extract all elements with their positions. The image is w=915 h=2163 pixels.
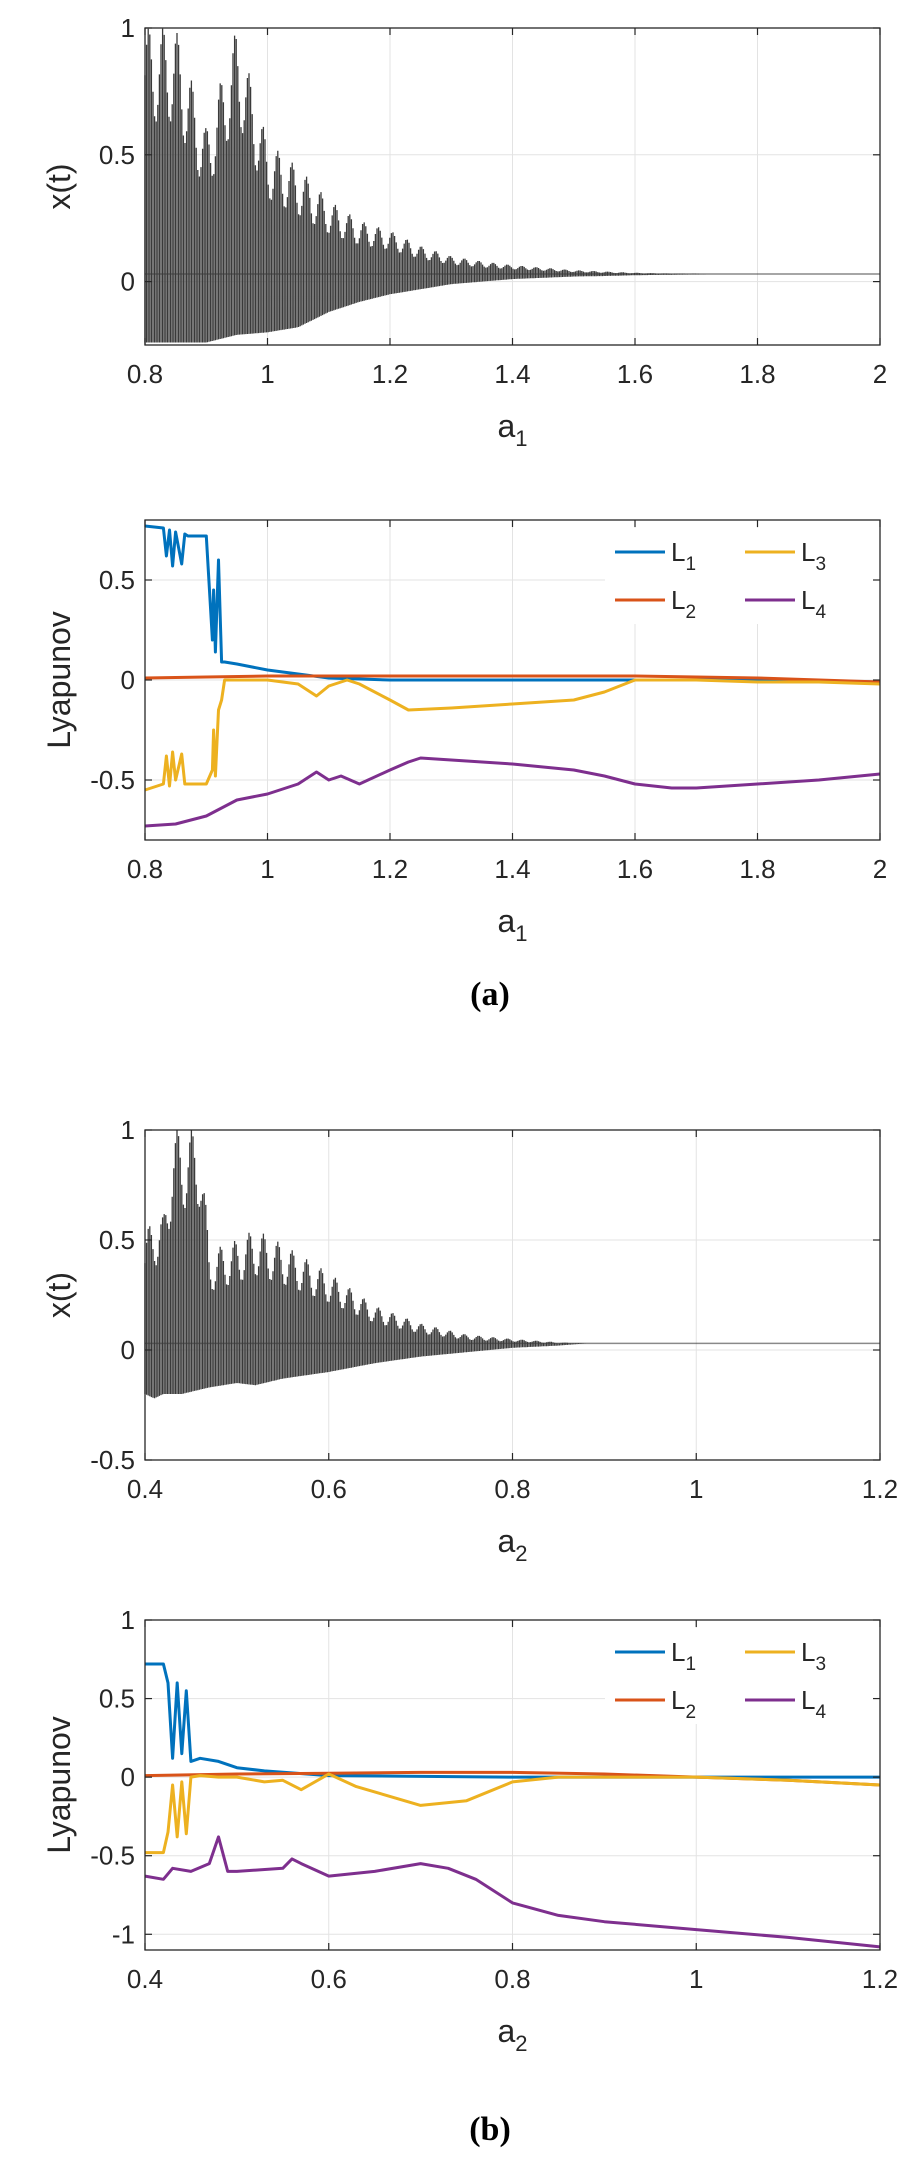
x-axis-label: a2 bbox=[497, 1523, 527, 1566]
legend-name: L bbox=[801, 537, 815, 567]
y-axis-label: Lyapunov bbox=[41, 1716, 77, 1854]
x-axis-label: a1 bbox=[497, 903, 527, 946]
x-tick-label: 1.6 bbox=[617, 359, 653, 389]
y-tick-label: -0.5 bbox=[90, 1445, 135, 1475]
legend-box bbox=[605, 528, 873, 624]
x-axis-label-sub: 2 bbox=[515, 1541, 527, 1566]
x-tick-label: 2 bbox=[873, 359, 887, 389]
x-axis-label: a2 bbox=[497, 2013, 527, 2056]
legend-name: L bbox=[801, 1685, 815, 1715]
y-tick-label: 0.5 bbox=[99, 140, 135, 170]
x-axis-label-sub: 1 bbox=[515, 426, 527, 451]
caption-a: (a) bbox=[470, 976, 510, 1013]
series-line-L2 bbox=[144, 674, 881, 684]
x-tick-label: 0.6 bbox=[311, 1964, 347, 1994]
y-tick-label: 1 bbox=[121, 1605, 135, 1635]
x-tick-label: 1.8 bbox=[739, 854, 775, 884]
y-tick-label: -1 bbox=[112, 1919, 135, 1949]
legend-label-L2: L2 bbox=[671, 585, 696, 623]
x-tick-label: 0.8 bbox=[127, 854, 163, 884]
series-line-L3 bbox=[144, 678, 881, 792]
y-axis-label: x(t) bbox=[41, 1272, 77, 1318]
x-tick-label: 0.4 bbox=[127, 1964, 163, 1994]
x-axis-label-main: a bbox=[497, 408, 515, 444]
x-axis-label-sub: 2 bbox=[515, 2031, 527, 2056]
legend-label-L4: L4 bbox=[801, 585, 826, 623]
x-axis-label-main: a bbox=[497, 1523, 515, 1559]
legend-label-L1: L1 bbox=[671, 537, 696, 575]
legend-box bbox=[605, 1628, 873, 1724]
y-tick-label: -0.5 bbox=[90, 765, 135, 795]
x-axis-label-sub: 1 bbox=[515, 921, 527, 946]
y-tick-label: 0 bbox=[121, 267, 135, 297]
plot-b-timeseries: 0.4 0.6 0.8 1 1.2 1 0.5 0 -0.5 a2 x(t) bbox=[41, 1115, 898, 1566]
x-tick-label: 1.8 bbox=[739, 359, 775, 389]
x-tick-label: 2 bbox=[873, 854, 887, 884]
legend-sub: 4 bbox=[815, 1702, 826, 1723]
x-tick-label: 0.8 bbox=[494, 1474, 530, 1504]
y-tick-label: -0.5 bbox=[90, 1841, 135, 1871]
y-tick-label: 1 bbox=[121, 13, 135, 43]
legend-label-L1: L1 bbox=[671, 1637, 696, 1675]
legend-label-L4: L4 bbox=[801, 1685, 826, 1723]
y-axis-label: Lyapunov bbox=[41, 611, 77, 749]
x-tick-label: 1.6 bbox=[617, 854, 653, 884]
legend-sub: 3 bbox=[815, 1654, 826, 1675]
x-tick-label: 1.2 bbox=[372, 854, 408, 884]
legend-sub: 2 bbox=[685, 602, 696, 623]
legend-sub: 1 bbox=[685, 1654, 696, 1675]
legend-name: L bbox=[671, 1685, 685, 1715]
x-tick-label: 1.2 bbox=[862, 1474, 898, 1504]
y-tick-label: 0.5 bbox=[99, 1684, 135, 1714]
x-axis-label-main: a bbox=[497, 2013, 515, 2049]
legend-label-L3: L3 bbox=[801, 537, 826, 575]
legend-label-L3: L3 bbox=[801, 1637, 826, 1675]
legend-name: L bbox=[671, 537, 685, 567]
x-tick-label: 1.2 bbox=[372, 359, 408, 389]
y-tick-label: 0 bbox=[121, 665, 135, 695]
y-tick-label: 0 bbox=[121, 1335, 135, 1365]
series-line-L1 bbox=[145, 1662, 880, 1779]
x-tick-label: 0.8 bbox=[494, 1964, 530, 1994]
x-axis-label-main: a bbox=[497, 903, 515, 939]
x-tick-label: 1 bbox=[689, 1474, 703, 1504]
y-tick-label: 0.5 bbox=[99, 1225, 135, 1255]
legend-name: L bbox=[801, 1637, 815, 1667]
legend-label-L2: L2 bbox=[671, 1685, 696, 1723]
legend-name: L bbox=[801, 585, 815, 615]
x-tick-label: 1.4 bbox=[494, 359, 530, 389]
y-tick-label: 1 bbox=[121, 1115, 135, 1145]
x-axis-label: a1 bbox=[497, 408, 527, 451]
series-line-L4 bbox=[144, 756, 881, 828]
x-tick-label: 1 bbox=[689, 1964, 703, 1994]
legend-sub: 4 bbox=[815, 602, 826, 623]
series-line-L1 bbox=[144, 524, 881, 684]
y-tick-label: 0 bbox=[121, 1762, 135, 1792]
x-tick-label: 1.4 bbox=[494, 854, 530, 884]
legend-sub: 2 bbox=[685, 1702, 696, 1723]
x-tick-label: 1 bbox=[260, 359, 274, 389]
x-tick-label: 1.2 bbox=[862, 1964, 898, 1994]
x-tick-label: 0.8 bbox=[127, 359, 163, 389]
y-tick-label: 0.5 bbox=[99, 565, 135, 595]
caption-b: (b) bbox=[469, 2111, 511, 2148]
series-line-L3 bbox=[145, 1772, 881, 1855]
y-axis-label: x(t) bbox=[41, 163, 77, 209]
legend-sub: 3 bbox=[815, 554, 826, 575]
legend-name: L bbox=[671, 1637, 685, 1667]
x-tick-label: 0.4 bbox=[127, 1474, 163, 1504]
legend-name: L bbox=[671, 585, 685, 615]
x-tick-label: 1 bbox=[260, 854, 274, 884]
x-tick-label: 0.6 bbox=[311, 1474, 347, 1504]
legend-sub: 1 bbox=[685, 554, 696, 575]
series-line-L4 bbox=[144, 1835, 881, 1949]
